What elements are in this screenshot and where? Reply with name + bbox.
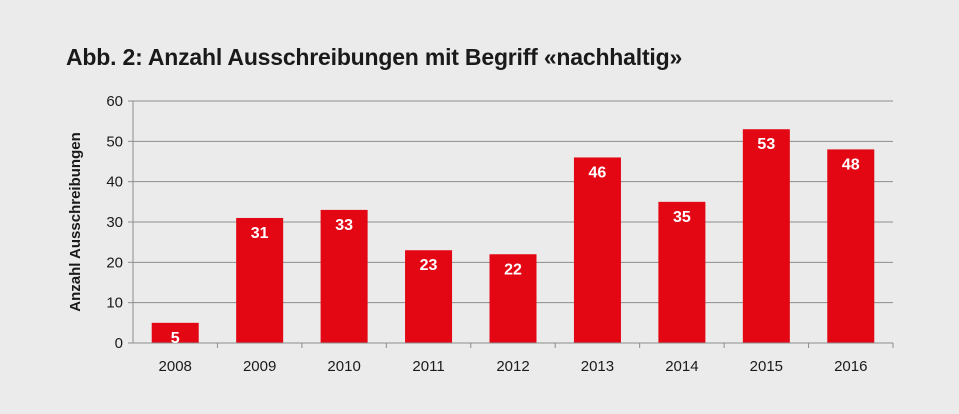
data-label-2013: 46 <box>589 164 607 181</box>
x-tick-label: 2015 <box>750 358 783 375</box>
y-tick-label: 60 <box>106 93 123 110</box>
bar-2016 <box>827 149 875 343</box>
data-label-2014: 35 <box>673 209 691 226</box>
x-tick-label: 2016 <box>834 358 867 375</box>
bar-2013 <box>573 157 621 343</box>
y-tick-label: 40 <box>106 174 123 191</box>
labels: 0 10 20 30 40 50 60 5 2008 31 2009 33 2010 23 2011 22 20… <box>67 93 867 375</box>
bars <box>151 129 875 343</box>
axes <box>128 100 894 348</box>
data-label-2016: 48 <box>842 156 860 173</box>
y-tick-label: 0 <box>115 335 123 352</box>
bar-2008 <box>151 322 199 343</box>
data-label-2010: 33 <box>335 217 353 234</box>
data-label-2009: 31 <box>251 225 269 242</box>
x-tick-label: 2011 <box>412 358 444 375</box>
x-tick-label: 2009 <box>243 358 276 375</box>
bar-2010 <box>320 209 368 343</box>
y-tick-label: 50 <box>106 133 123 150</box>
y-tick-label: 20 <box>106 254 123 271</box>
bar-2012 <box>489 254 537 343</box>
x-tick-label: 2013 <box>581 358 614 375</box>
x-tick-label: 2012 <box>496 358 529 375</box>
y-axis-label: Anzahl Ausschreibungen <box>67 132 84 311</box>
y-tick-label: 10 <box>106 295 123 312</box>
data-label-2008: 5 <box>171 330 180 347</box>
x-tick-label: 2010 <box>327 358 360 375</box>
x-tick-label: 2008 <box>159 358 192 375</box>
data-label-2011: 23 <box>420 257 438 274</box>
bar-2009 <box>236 217 284 343</box>
bar-2011 <box>405 250 453 343</box>
x-tick-label: 2014 <box>665 358 698 375</box>
data-label-2015: 53 <box>757 136 775 153</box>
bar-2014 <box>658 201 706 343</box>
y-tick-label: 30 <box>106 214 123 231</box>
bar-2015 <box>742 129 790 343</box>
data-label-2012: 22 <box>504 261 522 278</box>
chart-title: Abb. 2: Anzahl Ausschreibungen mit Begri… <box>66 44 683 70</box>
